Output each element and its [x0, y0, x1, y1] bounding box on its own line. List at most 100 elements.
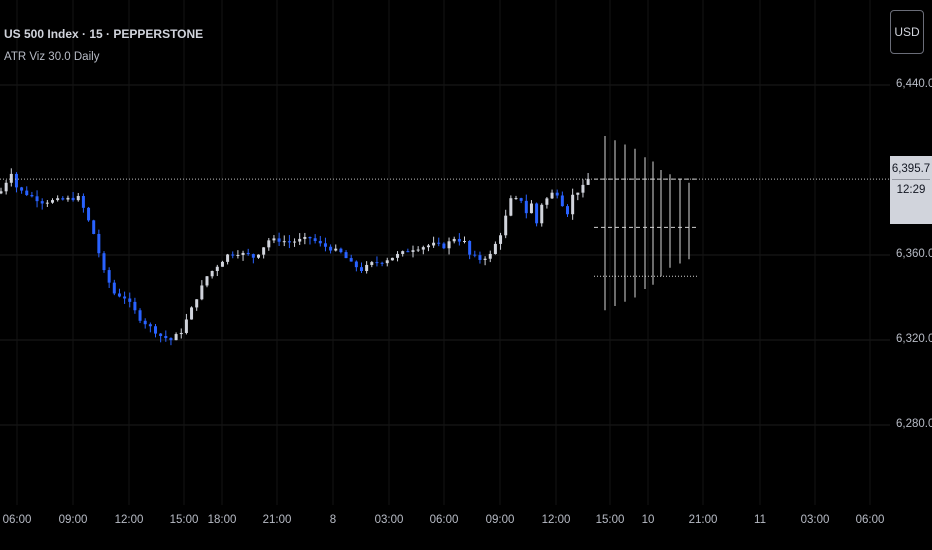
candle-body	[339, 248, 343, 253]
candle-body	[251, 254, 255, 258]
candle-body	[390, 257, 394, 261]
candle-body	[154, 326, 157, 334]
candle-body	[576, 192, 580, 195]
candle-body	[426, 245, 430, 248]
candle-body	[184, 319, 188, 333]
candle-body	[421, 247, 425, 250]
candle-body	[370, 262, 374, 265]
candle-body	[143, 320, 147, 325]
candle-body	[437, 242, 441, 244]
y-tick-label: 6,320.0	[896, 333, 932, 345]
candle-body	[524, 200, 528, 214]
candle-body	[303, 236, 307, 239]
indicator-label[interactable]: ATR Viz 30.0 Daily	[4, 51, 100, 63]
candle-body	[117, 293, 121, 297]
candle-body	[20, 187, 24, 191]
candle-body	[4, 182, 8, 192]
symbol-title[interactable]: US 500 Index · 15 · PEPPERSTONE	[4, 27, 204, 41]
candle-body	[478, 255, 482, 260]
candle-body	[385, 260, 389, 264]
x-tick-label: 21:00	[688, 514, 718, 526]
candle-body	[40, 201, 44, 204]
candle-body	[344, 252, 348, 259]
chart-legend: US 500 Index · 15 · PEPPERSTONE ATR Viz …	[4, 26, 203, 66]
candle-body	[236, 254, 240, 256]
candle-body	[14, 173, 18, 188]
x-tick-label: 09:00	[485, 514, 515, 526]
candle-body	[334, 248, 338, 251]
y-tick-label: 6,280.0	[896, 418, 932, 430]
candle-body	[529, 203, 533, 214]
candle-body	[45, 202, 49, 204]
candle-body	[30, 195, 34, 197]
candle-body	[416, 249, 420, 251]
candle-body	[174, 334, 178, 341]
candle-body	[76, 195, 80, 201]
candle-body	[360, 267, 363, 272]
candle-body	[97, 233, 101, 254]
x-tick-label: 11	[754, 514, 766, 526]
candle-body	[282, 241, 286, 243]
x-tick-label: 09:00	[58, 514, 88, 526]
candle-body	[195, 299, 199, 308]
candle-body	[112, 282, 116, 294]
candle-body	[463, 241, 466, 243]
candle-body	[354, 261, 358, 268]
candle-body	[190, 307, 194, 320]
candlesticks	[0, 168, 590, 346]
candle-body	[442, 243, 446, 249]
candle-body	[493, 243, 497, 254]
y-tick-label: 6,360.0	[896, 248, 932, 260]
candle-body	[71, 197, 75, 201]
candle-body	[586, 178, 590, 185]
candle-body	[396, 253, 400, 258]
candle-body	[61, 198, 65, 200]
candle-body	[107, 270, 111, 283]
candle-body	[566, 206, 569, 215]
candle-body	[123, 296, 127, 299]
candle-body	[308, 236, 312, 239]
last-price-tag: 6,395.7 12:29	[890, 156, 932, 224]
candle-body	[468, 241, 472, 255]
candle-body	[483, 258, 487, 260]
candle-body	[499, 235, 503, 244]
candle-body	[267, 240, 271, 248]
candle-body	[447, 241, 451, 249]
x-tick-label: 03:00	[374, 514, 404, 526]
candle-body	[35, 196, 39, 202]
candle-body	[231, 254, 235, 256]
candle-body	[293, 241, 297, 243]
candle-body	[519, 198, 523, 201]
currency-button[interactable]: USD	[890, 10, 924, 54]
candle-body	[514, 198, 518, 200]
candle-body	[56, 198, 60, 201]
candle-body	[349, 258, 353, 262]
x-tick-label: 15:00	[169, 514, 199, 526]
candle-body	[164, 336, 168, 339]
x-tick-label: 06:00	[855, 514, 885, 526]
candle-body	[148, 324, 152, 327]
candle-body	[246, 252, 250, 255]
x-tick-label: 21:00	[262, 514, 292, 526]
candle-body	[87, 207, 91, 221]
price-tag-divider	[892, 179, 930, 180]
candle-body	[200, 285, 204, 300]
candle-body	[159, 333, 163, 337]
x-tick-label: 18:00	[207, 514, 237, 526]
x-tick-label: 15:00	[595, 514, 625, 526]
candle-body	[473, 254, 477, 256]
candle-body	[406, 251, 410, 253]
candle-body	[509, 198, 513, 216]
candle-body	[365, 264, 369, 272]
candle-body	[257, 254, 260, 258]
candle-body	[488, 253, 492, 259]
candle-body	[81, 195, 85, 208]
candle-body	[66, 197, 70, 200]
candle-body	[581, 184, 585, 193]
candle-body	[535, 203, 539, 224]
candle-body	[51, 200, 54, 203]
candle-body	[205, 276, 209, 286]
x-tick-label: 12:00	[541, 514, 571, 526]
atr-visualization	[594, 136, 698, 311]
